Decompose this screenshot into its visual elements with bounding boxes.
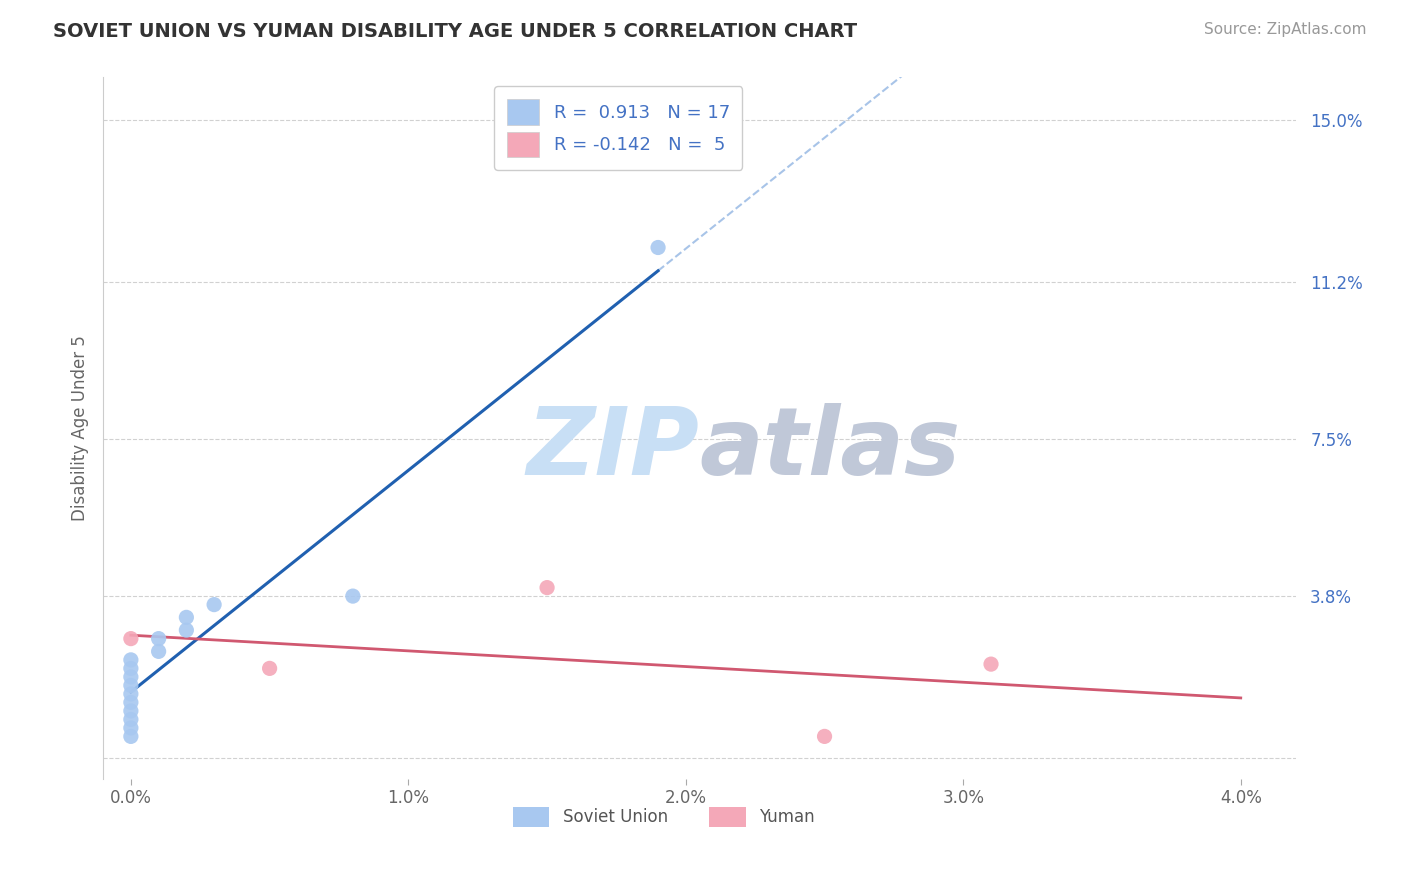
- Point: [120, 704, 142, 718]
- Point: [342, 589, 364, 603]
- Point: [120, 687, 142, 701]
- Point: [148, 644, 170, 658]
- Point: [259, 661, 281, 675]
- Text: Source: ZipAtlas.com: Source: ZipAtlas.com: [1204, 22, 1367, 37]
- Point: [120, 632, 142, 646]
- Point: [980, 657, 1002, 672]
- Point: [120, 661, 142, 675]
- Point: [647, 240, 669, 254]
- Point: [536, 581, 558, 595]
- Point: [120, 713, 142, 727]
- Text: atlas: atlas: [700, 403, 960, 495]
- Point: [148, 632, 170, 646]
- Point: [176, 610, 198, 624]
- Y-axis label: Disability Age Under 5: Disability Age Under 5: [72, 335, 89, 521]
- Point: [120, 730, 142, 744]
- Point: [120, 653, 142, 667]
- Point: [176, 623, 198, 637]
- Text: ZIP: ZIP: [527, 403, 700, 495]
- Point: [120, 695, 142, 709]
- Legend: Soviet Union, Yuman: Soviet Union, Yuman: [506, 800, 821, 834]
- Point: [120, 721, 142, 735]
- Point: [120, 678, 142, 692]
- Point: [120, 670, 142, 684]
- Text: SOVIET UNION VS YUMAN DISABILITY AGE UNDER 5 CORRELATION CHART: SOVIET UNION VS YUMAN DISABILITY AGE UND…: [53, 22, 858, 41]
- Point: [202, 598, 225, 612]
- Point: [813, 730, 835, 744]
